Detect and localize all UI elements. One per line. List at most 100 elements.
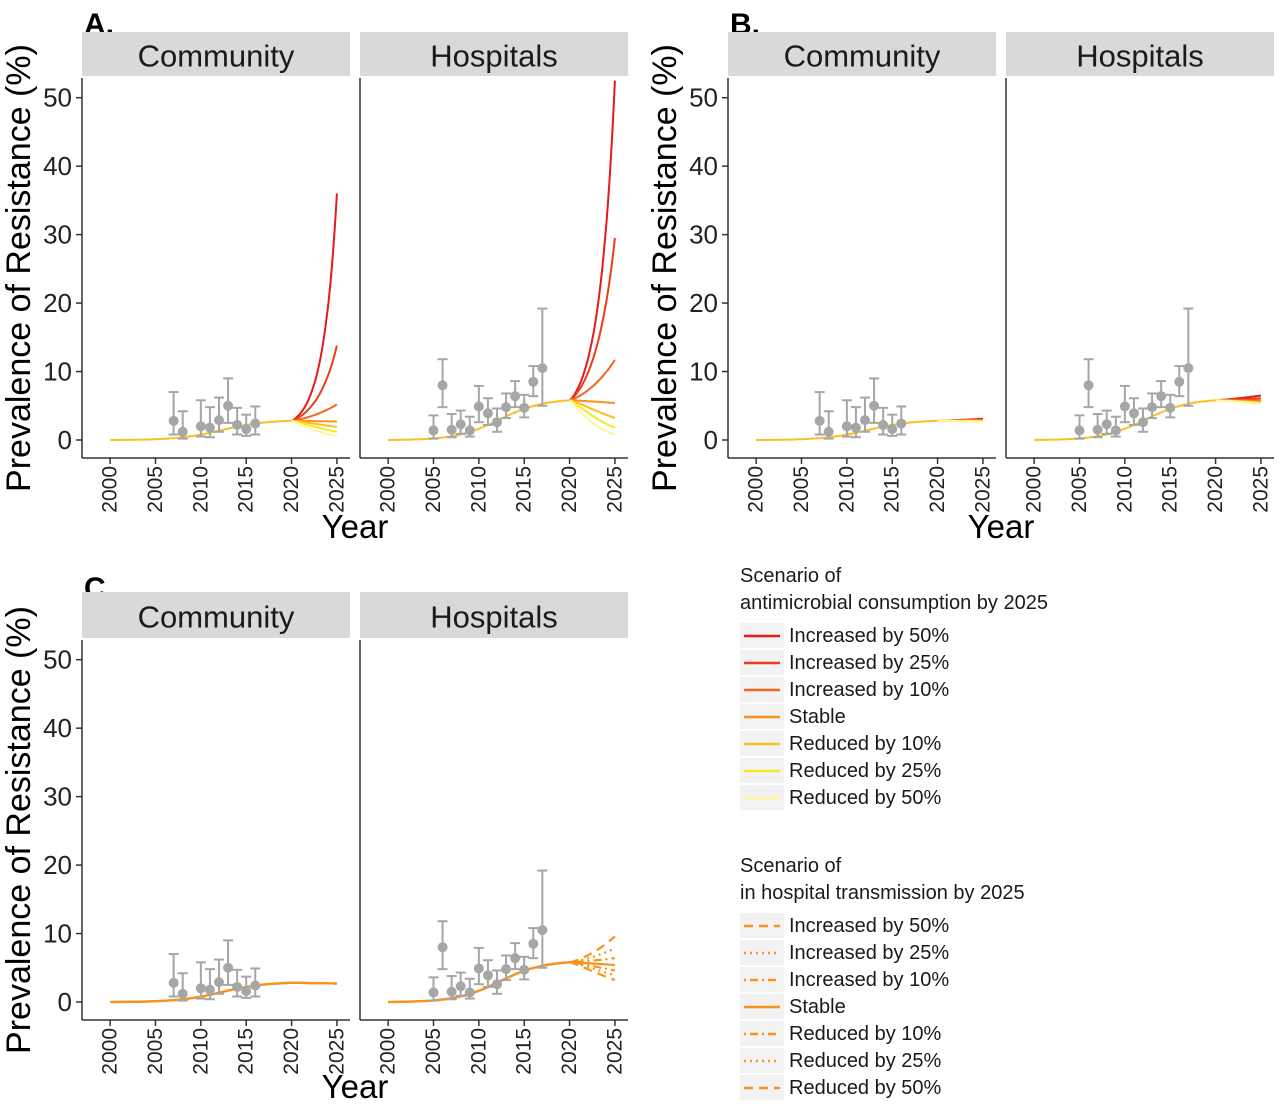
scenario-line	[291, 193, 338, 422]
legend-item-label: Increased by 25%	[789, 942, 949, 964]
x-tick-label: 2025	[971, 466, 994, 513]
x-tick-label: 2015	[235, 466, 258, 513]
x-tick-label: 2010	[835, 466, 858, 513]
y-tick-label: 40	[43, 713, 72, 743]
y-tick-label: 10	[43, 919, 72, 949]
x-axis-label: Year	[968, 508, 1035, 545]
x-tick-label: 2010	[189, 1028, 212, 1075]
x-tick-label: 2015	[513, 466, 536, 513]
x-tick-label: 2020	[280, 466, 303, 513]
data-point	[1128, 408, 1139, 419]
facet-label: Hospitals	[430, 39, 558, 74]
data-point	[214, 977, 224, 988]
data-point	[464, 987, 475, 998]
x-tick-label: 2025	[603, 1028, 626, 1075]
scenario-line	[937, 419, 983, 423]
data-point	[860, 415, 870, 426]
data-point	[428, 425, 439, 436]
x-tick-label: 2010	[1113, 466, 1136, 513]
legend-title-line2: in hospital transmission by 2025	[740, 882, 1025, 904]
data-point	[1174, 376, 1185, 387]
legend-transmission: Scenario of in hospital transmission by …	[740, 855, 1025, 1100]
data-point	[250, 418, 261, 429]
legend-item-label: Increased by 10%	[789, 969, 949, 991]
data-point	[482, 970, 493, 981]
legend-item-label: Increased by 10%	[789, 679, 949, 701]
data-point	[473, 963, 484, 974]
x-tick-label: 2025	[603, 466, 626, 513]
data-point	[869, 400, 880, 411]
x-tick-label: 2020	[280, 1028, 303, 1075]
data-point	[537, 363, 548, 374]
fitted-curve	[1034, 399, 1216, 441]
fitted-curve	[388, 399, 570, 441]
scenario-line	[569, 399, 615, 404]
y-tick-label: 50	[43, 83, 72, 113]
y-tick-label: 10	[689, 357, 718, 387]
data-point	[528, 938, 539, 949]
scenario-line	[569, 947, 616, 964]
data-point	[1092, 424, 1103, 435]
legend-consumption: Scenario of antimicrobial consumption by…	[740, 565, 1048, 810]
x-tick-label: 2020	[1204, 466, 1227, 513]
scenario-line	[291, 419, 338, 437]
data-point	[241, 986, 252, 997]
data-point	[887, 424, 898, 435]
y-tick-label: 30	[689, 220, 718, 250]
data-point	[896, 418, 907, 429]
legend-item-label: Stable	[789, 996, 846, 1018]
x-tick-label: 2000	[1023, 466, 1046, 513]
scenario-line	[568, 80, 616, 402]
data-point	[195, 421, 206, 432]
x-tick-label: 2015	[235, 1028, 258, 1075]
data-point	[814, 415, 825, 426]
x-tick-label: 2005	[422, 1028, 445, 1075]
y-tick-label: 30	[43, 220, 72, 250]
legend-item-label: Reduced by 10%	[789, 1023, 942, 1045]
data-point	[177, 426, 188, 437]
facet-community: Community 2000 2005 2010 2015 2020 2025	[727, 32, 996, 513]
data-point	[1074, 425, 1085, 436]
x-tick-label: 2015	[1159, 466, 1182, 513]
x-tick-label: 2025	[1249, 466, 1272, 513]
y-tick-label: 40	[689, 151, 718, 181]
data-point	[519, 964, 530, 975]
data-point	[501, 402, 512, 413]
fitted-curve	[388, 961, 570, 1004]
data-point	[464, 425, 475, 436]
x-axis-label: Year	[322, 508, 389, 545]
x-tick-label: 2005	[422, 466, 445, 513]
scenario-line	[569, 359, 616, 402]
data-point	[204, 984, 215, 995]
data-point	[510, 391, 521, 402]
data-point	[1119, 401, 1130, 412]
data-point	[823, 426, 834, 437]
legend-item-label: Stable	[789, 706, 846, 728]
legend-item-label: Increased by 25%	[789, 652, 949, 674]
data-point	[232, 981, 243, 992]
data-point	[1101, 419, 1112, 430]
y-tick-label: 50	[43, 645, 72, 675]
facet-label: Community	[138, 600, 295, 635]
scenario-line	[569, 399, 616, 420]
data-point	[223, 962, 234, 973]
data-point	[537, 925, 548, 936]
scenario-line	[569, 399, 616, 429]
y-tick-label: 0	[58, 425, 72, 455]
x-tick-label: 2020	[926, 466, 949, 513]
data-point	[878, 419, 889, 430]
data-point	[223, 400, 234, 411]
data-point	[519, 402, 530, 413]
facet-label: Hospitals	[1076, 39, 1204, 74]
facet-label: Hospitals	[430, 600, 558, 635]
x-tick-label: 2015	[513, 1028, 536, 1075]
y-tick-label: 0	[704, 425, 718, 455]
facet-strip	[82, 32, 350, 76]
facet-hospitals: Hospitals 2000 2005 2010 2015 2020 2025	[1005, 32, 1274, 513]
x-tick-label: 2010	[189, 466, 212, 513]
data-point	[1083, 380, 1094, 391]
legend-item-label: Reduced by 50%	[789, 1077, 942, 1099]
legend-item-label: Reduced by 10%	[789, 733, 942, 755]
data-point	[528, 376, 539, 387]
y-tick-label: 20	[43, 850, 72, 880]
